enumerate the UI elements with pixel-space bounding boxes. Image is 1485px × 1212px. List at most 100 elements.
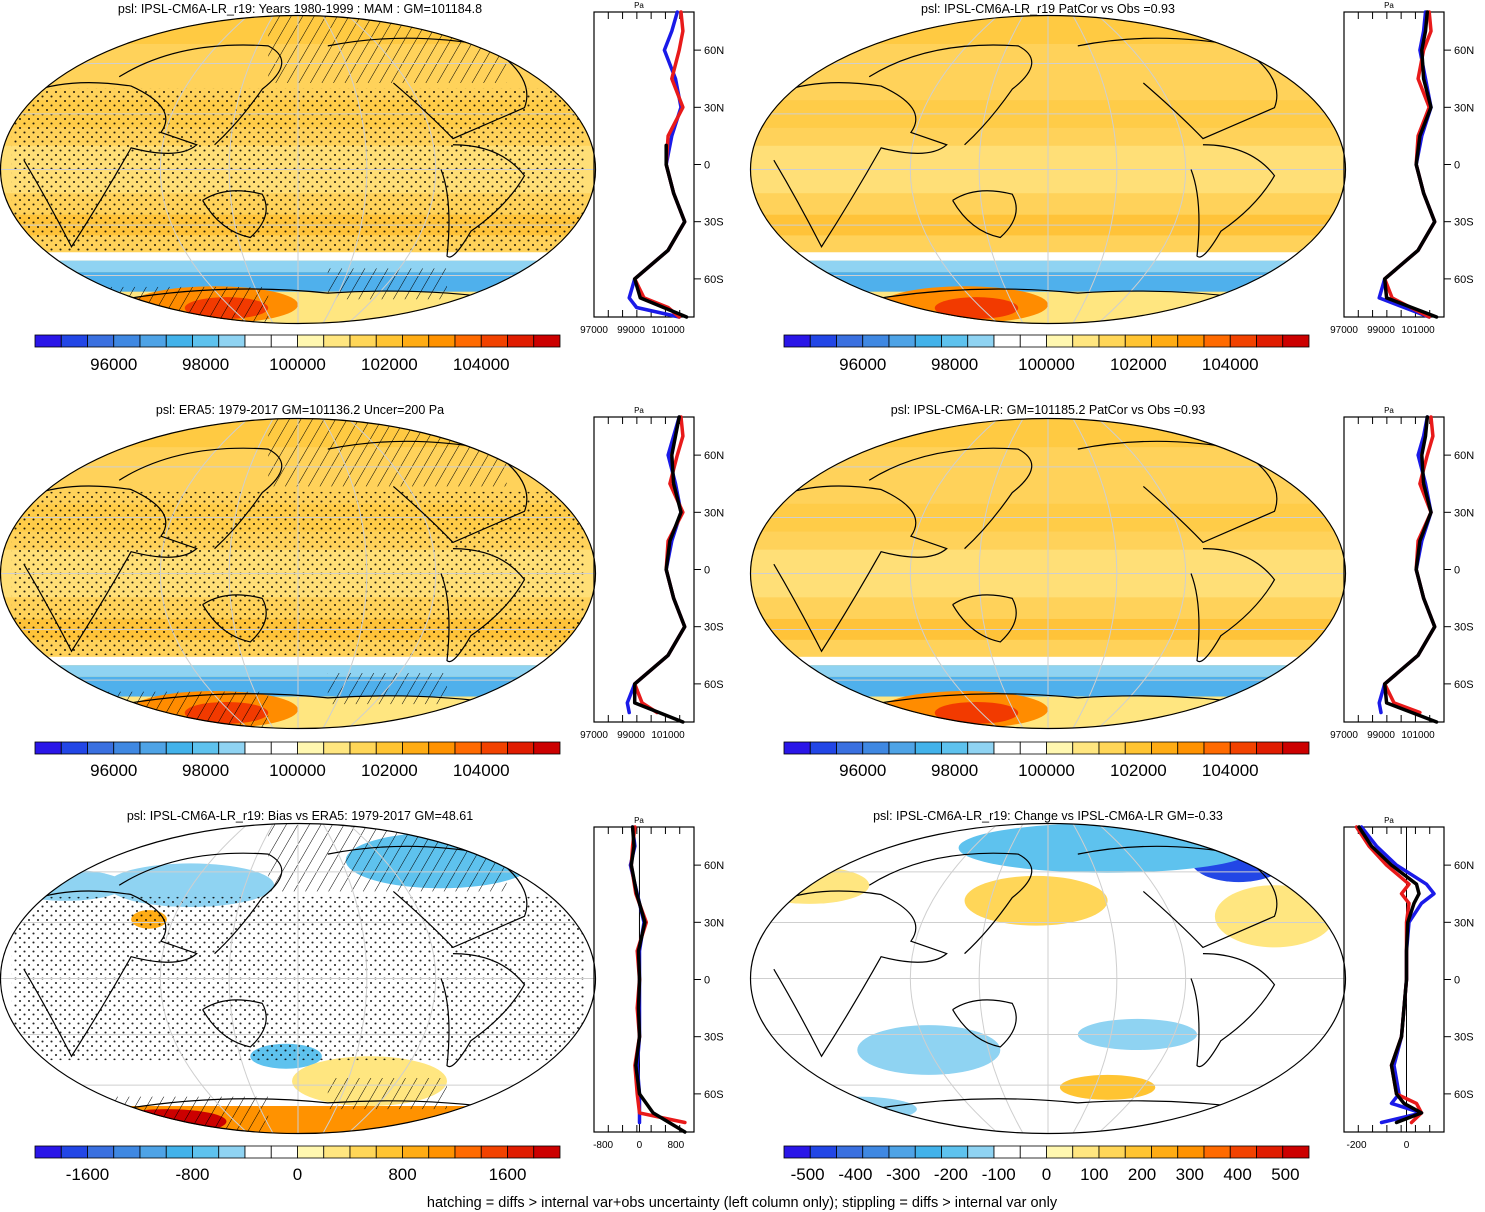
colorbar-label: 102000	[1110, 355, 1167, 374]
profile-unit: Pa	[1384, 406, 1394, 415]
profile-ytick: 30S	[1454, 217, 1474, 229]
panel-title-p3: psl: ERA5: 1979-2017 GM=101136.2 Uncer=2…	[156, 403, 444, 417]
colorbar-swatch	[1177, 741, 1205, 755]
hatch-overlay	[268, 418, 507, 487]
profile-ytick: 60S	[1454, 679, 1474, 691]
coastline	[773, 845, 1278, 1116]
profile-ytick: 60S	[1454, 1089, 1474, 1101]
profile-ytick: 30S	[1454, 1032, 1474, 1044]
colorbar-label: 98000	[182, 761, 229, 780]
profile-ytick: 30N	[1454, 507, 1474, 519]
colorbar-label: 104000	[453, 355, 510, 374]
map-p6	[749, 822, 1347, 1135]
colorbar-swatch	[218, 334, 246, 348]
colorbar-swatch	[507, 334, 535, 348]
colorbar-swatch	[1072, 741, 1100, 755]
colorbar-swatch	[297, 1145, 325, 1159]
colorbar-swatch	[941, 1145, 969, 1159]
colorbar-label: -300	[886, 1165, 920, 1184]
colorbar-label: 100000	[269, 355, 326, 374]
colorbar-swatch	[533, 334, 561, 348]
footer-note: hatching = diffs > internal var+obs unce…	[427, 1195, 1058, 1211]
profile-ytick: 30N	[1454, 102, 1474, 114]
colorbar-swatch	[993, 1145, 1021, 1159]
profile-xtick: 97000	[580, 325, 608, 336]
profile-xtick: -800	[593, 1140, 613, 1151]
profile-series-1	[1382, 415, 1437, 715]
colorbar-swatch	[1046, 334, 1074, 348]
map-outline	[749, 417, 1347, 730]
colorbar-p6: -500 -400 -300 -200 -100 0 100 200 300 400 500	[783, 1145, 1310, 1184]
colorbar-swatch	[1203, 741, 1231, 755]
profile-ytick: 60N	[704, 45, 724, 57]
profile-xtick: 99000	[617, 730, 645, 741]
colorbar-swatch	[967, 334, 995, 348]
colorbar-label: 104000	[453, 761, 510, 780]
colorbar-label: 1600	[489, 1165, 527, 1184]
profile-xtick: 99000	[1367, 325, 1395, 336]
colorbar-label: 96000	[90, 761, 137, 780]
colorbar-label: 98000	[182, 355, 229, 374]
colorbar-swatch	[507, 741, 535, 755]
colorbar-swatch	[836, 741, 864, 755]
colorbar-swatch	[1019, 334, 1047, 348]
colorbar-swatch	[914, 1145, 942, 1159]
colorbar-swatch	[402, 1145, 430, 1159]
colorbar-swatch	[862, 1145, 890, 1159]
profile-ytick: 30N	[704, 917, 724, 929]
profile-ytick: 60N	[704, 450, 724, 462]
profile-xtick: 101000	[1401, 325, 1435, 336]
graticule	[750, 15, 1346, 324]
colorbar-swatch	[783, 1145, 811, 1159]
colorbar-swatch	[402, 334, 430, 348]
profile-series-2	[632, 415, 687, 724]
colorbar-swatch	[1256, 741, 1284, 755]
map-outline	[749, 14, 1347, 325]
colorbar-swatch	[1124, 1145, 1152, 1159]
colorbar-swatch	[34, 1145, 62, 1159]
map-p4	[749, 417, 1347, 730]
colorbar-swatch	[60, 1145, 88, 1159]
colorbar-swatch	[113, 334, 141, 348]
profile-xtick: 99000	[1367, 730, 1395, 741]
colorbar-swatch	[218, 1145, 246, 1159]
colorbar-swatch	[349, 741, 377, 755]
colorbar-swatch	[993, 334, 1021, 348]
panel-title-p5: psl: IPSL-CM6A-LR_r19: Bias vs ERA5: 197…	[127, 809, 473, 823]
profile-series-1	[632, 415, 687, 715]
colorbar-swatch	[967, 741, 995, 755]
coastline	[23, 440, 528, 711]
profile-ytick: 30N	[704, 102, 724, 114]
colorbar-swatch	[192, 741, 220, 755]
colorbar-swatch	[914, 334, 942, 348]
colorbar-swatch	[914, 741, 942, 755]
colorbar-p1: 96000 98000 100000 102000 104000	[34, 334, 561, 374]
colorbar-swatch	[375, 334, 403, 348]
colorbar-swatch	[1282, 334, 1310, 348]
map-p1	[0, 14, 597, 325]
profile-ytick: 0	[1454, 565, 1460, 577]
colorbar-label: 102000	[1110, 761, 1167, 780]
colorbar-swatch	[480, 741, 508, 755]
map-p5	[0, 822, 597, 1135]
profile-ytick: 30S	[704, 622, 724, 634]
coastline	[773, 440, 1278, 711]
colorbar-swatch	[1256, 334, 1284, 348]
colorbar-label: 104000	[1202, 761, 1259, 780]
profile-ytick: 60N	[704, 860, 724, 872]
colorbar-label: 102000	[361, 761, 418, 780]
zonal-profile-p5: Pa -800 0 800 60N 30N 0 30S 60S	[593, 816, 724, 1151]
colorbar-swatch	[1124, 741, 1152, 755]
colorbar-label: -400	[838, 1165, 872, 1184]
colorbar-swatch	[1072, 334, 1100, 348]
colorbar-swatch	[218, 741, 246, 755]
profile-ytick: 60S	[704, 274, 724, 286]
colorbar-swatch	[454, 1145, 482, 1159]
profile-series-0	[1377, 10, 1437, 319]
colorbar-swatch	[1046, 741, 1074, 755]
colorbar-swatch	[533, 741, 561, 755]
colorbar-swatch	[349, 334, 377, 348]
colorbar-swatch	[113, 1145, 141, 1159]
colorbar-label: -500	[791, 1165, 825, 1184]
profile-series-1	[1354, 825, 1424, 1125]
